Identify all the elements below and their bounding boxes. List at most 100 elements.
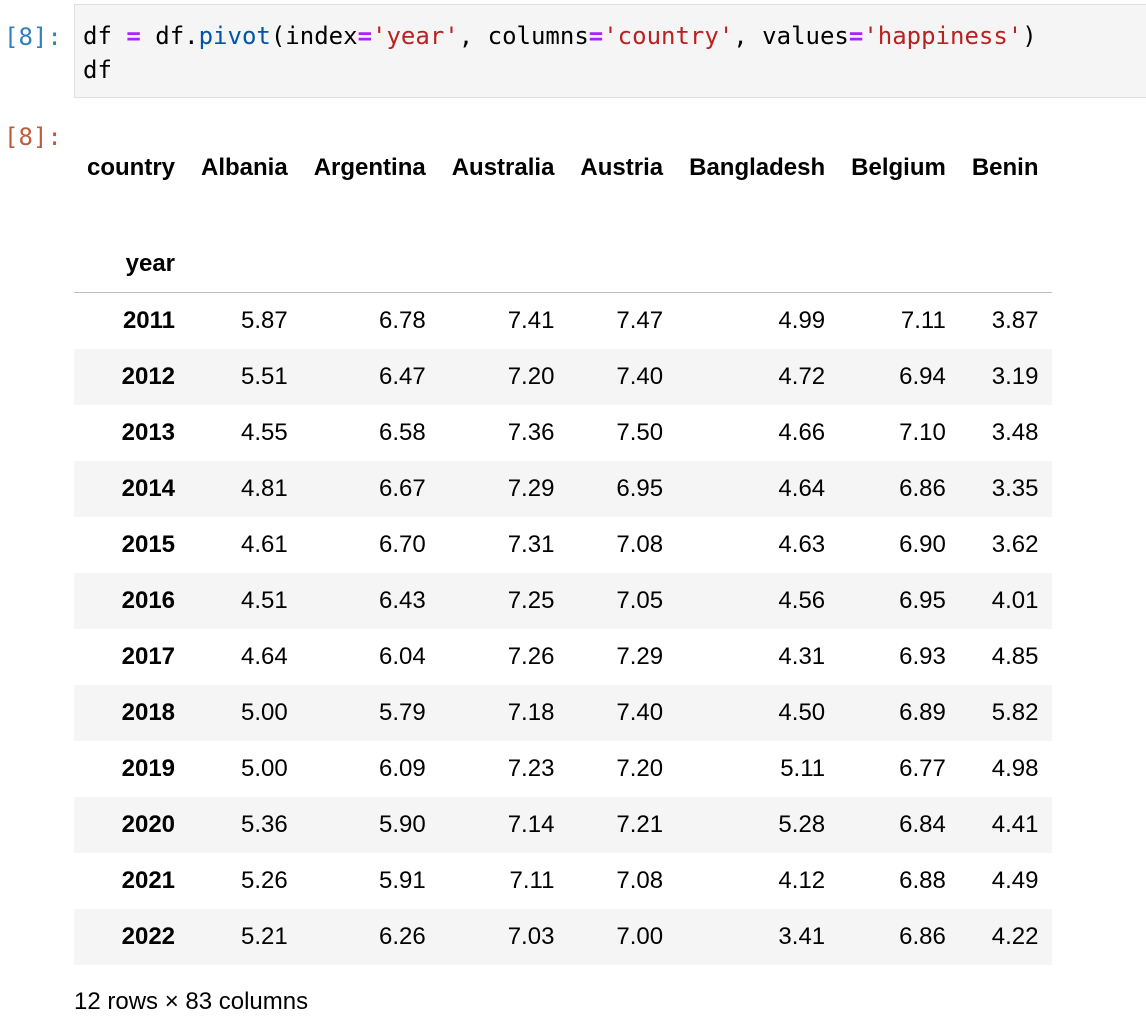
table-cell: 6.95 bbox=[899, 586, 946, 614]
table-cell: 4.55 bbox=[240, 418, 288, 446]
table-cell: 7.11 bbox=[900, 306, 946, 334]
table-cell: 5.90 bbox=[379, 810, 426, 838]
dataframe-output: country Albania Argentina Australia Austria… bbox=[74, 138, 1052, 965]
table-cell: 6.26 bbox=[379, 922, 426, 950]
table-cell: 7.23 bbox=[507, 754, 555, 782]
table-cell: 4.81 bbox=[240, 474, 288, 502]
table-cell: 6.86 bbox=[899, 922, 946, 950]
code-text: df = df.pivot(index='year', columns='cou… bbox=[83, 19, 1037, 87]
table-cell: 7.31 bbox=[507, 530, 555, 558]
index-header-spacer bbox=[838, 198, 959, 293]
table-row: 2017 4.64 6.04 7.26 7.29 4.31 6.93 4.85 bbox=[74, 628, 1052, 685]
table-cell: 4.41 bbox=[991, 810, 1039, 838]
index-header-spacer bbox=[567, 198, 677, 293]
table-cell: 4.50 bbox=[778, 698, 826, 726]
table-cell: 7.29 bbox=[616, 642, 664, 670]
row-index: 2013 bbox=[121, 418, 176, 446]
row-index: 2018 bbox=[121, 698, 176, 726]
index-name-row: year bbox=[74, 198, 1052, 293]
table-row: 2019 5.00 6.09 7.23 7.20 5.11 6.77 4.98 bbox=[74, 740, 1052, 797]
column-header-row: country Albania Argentina Australia Austria… bbox=[74, 138, 1052, 198]
table-cell: 6.47 bbox=[379, 362, 426, 390]
index-header-spacer bbox=[676, 198, 839, 293]
code-line: df = df.pivot(index='year', columns='cou… bbox=[83, 19, 1037, 53]
table-row: 2015 4.61 6.70 7.31 7.08 4.63 6.90 3.62 bbox=[74, 516, 1052, 573]
table-row: 2022 5.21 6.26 7.03 7.00 3.41 6.86 4.22 bbox=[74, 908, 1052, 965]
code-token: 'country' bbox=[603, 22, 734, 50]
column-header: Argentina bbox=[313, 154, 426, 181]
index-header-spacer bbox=[300, 198, 439, 293]
table-cell: 7.47 bbox=[616, 306, 664, 334]
table-cell: 5.00 bbox=[240, 698, 288, 726]
table-cell: 5.87 bbox=[240, 306, 288, 334]
code-token: df bbox=[83, 56, 112, 84]
table-cell: 5.21 bbox=[240, 922, 288, 950]
index-header-spacer bbox=[188, 198, 301, 293]
table-row: 2013 4.55 6.58 7.36 7.50 4.66 7.10 3.48 bbox=[74, 404, 1052, 461]
index-header-spacer bbox=[958, 198, 1052, 293]
row-index: 2015 bbox=[121, 530, 176, 558]
column-header: Australia bbox=[451, 154, 555, 181]
table-cell: 7.11 bbox=[509, 866, 555, 894]
table-cell: 4.72 bbox=[778, 362, 826, 390]
row-index: 2020 bbox=[121, 810, 176, 838]
table-cell: 4.64 bbox=[240, 642, 288, 670]
table-cell: 7.26 bbox=[507, 642, 555, 670]
table-cell: 5.26 bbox=[240, 866, 288, 894]
table-cell: 4.64 bbox=[778, 474, 826, 502]
output-prompt: [8]: bbox=[4, 123, 62, 151]
table-cell: 4.31 bbox=[778, 642, 826, 670]
table-cell: 5.36 bbox=[240, 810, 288, 838]
code-token: pivot bbox=[198, 22, 271, 50]
table-cell: 4.61 bbox=[240, 530, 288, 558]
table-cell: 5.82 bbox=[991, 698, 1039, 726]
dataframe-table: country Albania Argentina Australia Austria… bbox=[74, 138, 1052, 965]
code-token: df bbox=[83, 22, 127, 50]
table-cell: 7.50 bbox=[616, 418, 664, 446]
index-name-header: year bbox=[74, 198, 189, 293]
row-index: 2021 bbox=[121, 866, 176, 894]
code-token: df. bbox=[140, 22, 199, 50]
table-cell: 3.62 bbox=[991, 530, 1039, 558]
table-cell: 6.58 bbox=[379, 418, 426, 446]
row-index: 2014 bbox=[121, 474, 176, 502]
code-token: ) bbox=[1022, 22, 1037, 50]
table-cell: 5.00 bbox=[240, 754, 288, 782]
table-cell: 7.40 bbox=[616, 698, 664, 726]
code-editor[interactable]: df = df.pivot(index='year', columns='cou… bbox=[74, 4, 1146, 98]
table-cell: 6.84 bbox=[899, 810, 946, 838]
table-cell: 6.67 bbox=[379, 474, 426, 502]
table-cell: 5.79 bbox=[379, 698, 426, 726]
table-cell: 4.51 bbox=[240, 586, 288, 614]
table-cell: 6.95 bbox=[616, 474, 664, 502]
table-cell: 6.78 bbox=[379, 306, 426, 334]
table-cell: 7.10 bbox=[899, 418, 946, 446]
table-cell: 4.63 bbox=[778, 530, 826, 558]
table-cell: 6.86 bbox=[899, 474, 946, 502]
table-cell: 3.41 bbox=[778, 922, 826, 950]
column-header: Austria bbox=[580, 154, 664, 181]
code-token: , values bbox=[733, 22, 849, 50]
row-index: 2012 bbox=[121, 362, 176, 390]
column-header: Bangladesh bbox=[689, 154, 826, 181]
code-token: , columns bbox=[458, 22, 589, 50]
table-cell: 7.20 bbox=[616, 754, 664, 782]
table-cell: 6.90 bbox=[899, 530, 946, 558]
table-cell: 4.85 bbox=[991, 642, 1039, 670]
table-cell: 7.36 bbox=[507, 418, 555, 446]
table-cell: 7.08 bbox=[616, 866, 664, 894]
table-cell: 3.48 bbox=[991, 418, 1039, 446]
table-row: 2021 5.26 5.91 7.11 7.08 4.12 6.88 4.49 bbox=[74, 852, 1052, 909]
table-row: 2011 5.87 6.78 7.41 7.47 4.99 7.11 3.87 bbox=[74, 292, 1052, 349]
table-cell: 4.01 bbox=[991, 586, 1039, 614]
table-cell: 3.87 bbox=[991, 306, 1039, 334]
table-cell: 6.88 bbox=[899, 866, 946, 894]
column-header: Albania bbox=[201, 154, 288, 181]
table-cell: 4.22 bbox=[991, 922, 1039, 950]
table-cell: 4.12 bbox=[778, 866, 826, 894]
table-cell: 7.40 bbox=[616, 362, 664, 390]
table-cell: 7.18 bbox=[507, 698, 555, 726]
code-token: 'happiness' bbox=[863, 22, 1023, 50]
row-index: 2017 bbox=[121, 642, 176, 670]
table-row: 2016 4.51 6.43 7.25 7.05 4.56 6.95 4.01 bbox=[74, 572, 1052, 629]
